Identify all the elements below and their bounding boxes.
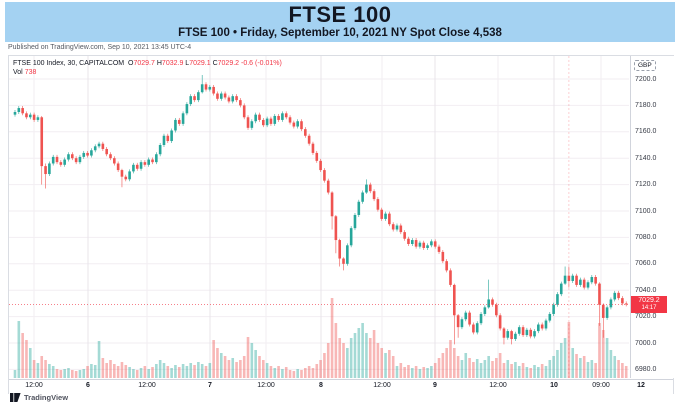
legend-row-volume: Vol 738 (13, 68, 282, 77)
time-tick-label: 12:00 (25, 382, 43, 389)
time-tick-label: 12 (637, 382, 645, 389)
brand-name[interactable]: TradingView (24, 392, 69, 402)
price-tick-label: 7100.0 (635, 207, 657, 215)
bar-countdown: 14:17 (641, 305, 657, 312)
price-tick-label: 7080.0 (635, 233, 657, 241)
candlestick-chart[interactable] (9, 56, 629, 378)
legend-open-label: O (128, 60, 134, 67)
currency-badge[interactable]: GBP (634, 60, 656, 71)
time-axis[interactable]: 12:00 6 12:00 7 12:00 8 12:00 9 12:00 10 09:00 12 (9, 379, 673, 394)
price-tick-label: 7060.0 (635, 260, 657, 268)
price-axis[interactable]: GBP 7029.2 14:17 7220.0 7200.0 7180.0 7160.… (630, 56, 674, 378)
price-tick-label: 6980.0 (635, 365, 657, 373)
time-tick-label: 12:00 (373, 382, 391, 389)
legend-open-value: 7029.7 (133, 60, 155, 67)
time-tick-label: 8 (319, 382, 323, 389)
price-tick-label: 7200.0 (635, 75, 657, 83)
legend-change-value: -0.6 (-0.01%) (241, 60, 282, 67)
gridlines (9, 56, 629, 378)
time-tick-label: 10 (550, 382, 558, 389)
tradingview-logo-icon (10, 392, 21, 402)
page-subtitle: FTSE 100 • Friday, September 10, 2021 NY… (178, 27, 502, 39)
published-line: Published on TradingView.com, Sep 10, 20… (8, 44, 192, 51)
page-title: FTSE 100 (288, 2, 392, 27)
price-tick-label: 7120.0 (635, 181, 657, 189)
time-tick-label: 12:00 (489, 382, 507, 389)
price-tick-label: 7020.0 (635, 313, 657, 321)
legend-high-label: H (156, 60, 162, 67)
price-tick-label: 7140.0 (635, 154, 657, 162)
legend-row-ohlc: FTSE 100 Index, 30, CAPITALCOM O7029.7 H… (13, 59, 282, 68)
last-price-value: 7029.2 (638, 297, 660, 305)
time-tick-label: 12:00 (138, 382, 156, 389)
legend-close-value: 7029.2 (217, 60, 240, 67)
time-tick-label: 9 (433, 382, 437, 389)
legend-high-value: 7032.9 (161, 60, 184, 67)
price-tick-label: 7220.0 (635, 56, 656, 57)
time-tick-label: 7 (208, 382, 212, 389)
chart-header: FTSE 100 FTSE 100 • Friday, September 10… (5, 2, 675, 42)
price-tick-label: 7000.0 (635, 339, 657, 347)
legend-low-label: L (185, 60, 190, 67)
volume-value: 738 (24, 69, 37, 76)
candles (13, 75, 628, 345)
time-tick-label: 09:00 (592, 382, 610, 389)
price-tick-label: 7180.0 (635, 101, 657, 109)
price-pane[interactable]: FTSE 100 Index, 30, CAPITALCOM O7029.7 H… (9, 56, 629, 378)
legend-low-value: 7029.1 (189, 60, 211, 67)
chart-legend: FTSE 100 Index, 30, CAPITALCOM O7029.7 H… (13, 59, 282, 77)
tradingview-footer: TradingView (10, 392, 68, 402)
tradingview-chart: FTSE 100 Index, 30, CAPITALCOM O7029.7 H… (8, 55, 674, 394)
last-price-badge: 7029.2 14:17 (631, 296, 667, 314)
time-tick-label: 6 (86, 382, 90, 389)
legend-close-label: C (212, 60, 218, 67)
price-tick-label: 7040.0 (635, 286, 657, 294)
price-tick-label: 7160.0 (635, 128, 657, 136)
legend-instrument[interactable]: FTSE 100 Index, 30, CAPITALCOM (13, 60, 125, 67)
time-tick-label: 12:00 (257, 382, 275, 389)
volume-label: Vol (13, 69, 23, 76)
volume-bars (13, 298, 628, 378)
currency-label: GBP (638, 62, 652, 69)
